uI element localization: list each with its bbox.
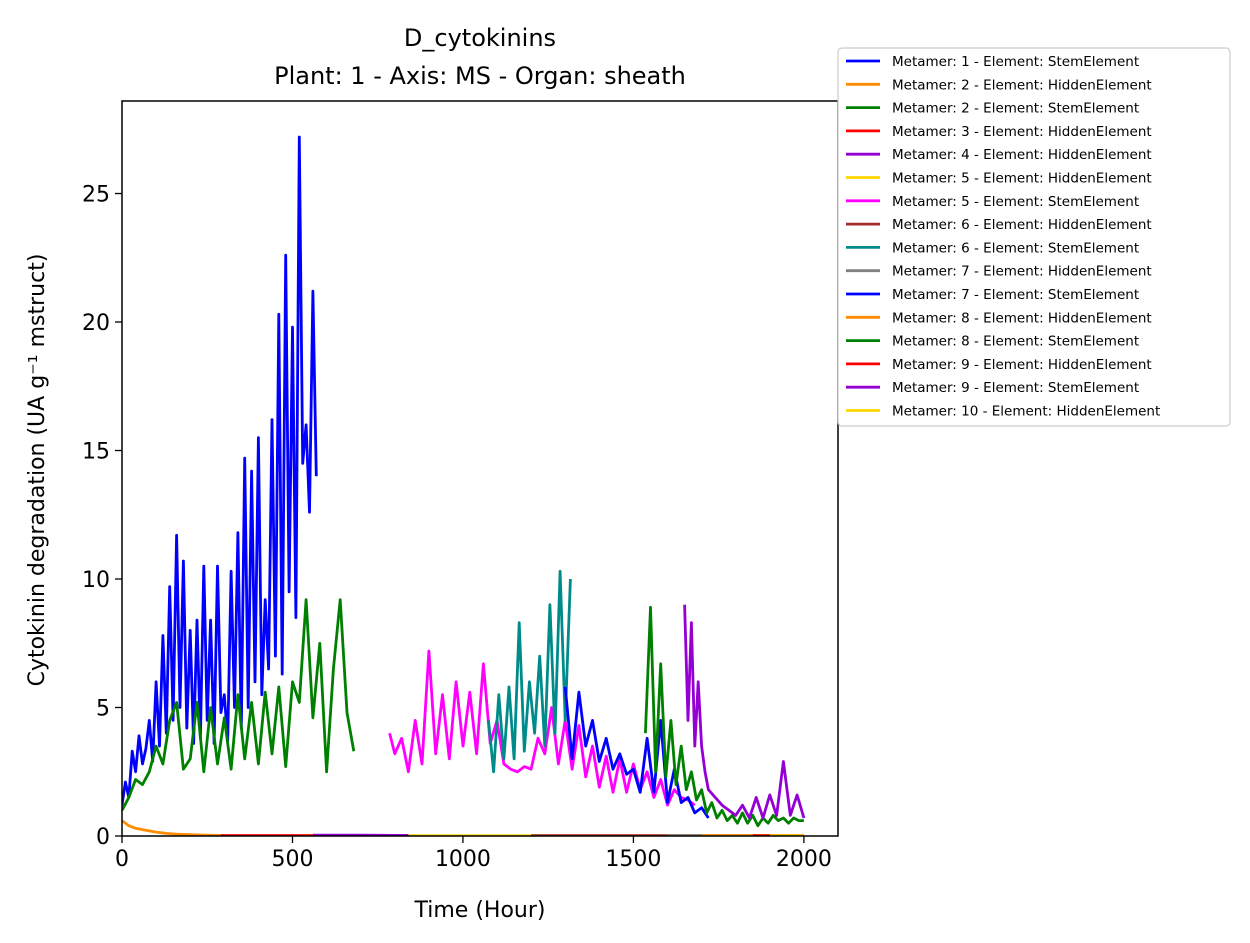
x-tick-label: 1000 (435, 847, 491, 872)
x-tick-label: 0 (115, 847, 129, 872)
legend-label: Metamer: 6 - Element: HiddenElement (892, 217, 1152, 233)
x-tick-label: 2000 (776, 847, 832, 872)
plot-frame (121, 100, 839, 837)
chart-title: D_cytokinins (404, 24, 556, 52)
legend-label: Metamer: 7 - Element: HiddenElement (892, 264, 1152, 280)
x-tick-label: 1500 (605, 847, 661, 872)
chart-subtitle: Plant: 1 - Axis: MS - Organ: sheath (274, 62, 686, 90)
legend-label: Metamer: 5 - Element: StemElement (892, 194, 1139, 210)
legend-label: Metamer: 7 - Element: StemElement (892, 287, 1139, 303)
series-line-15 (683, 604, 806, 820)
legend-label: Metamer: 9 - Element: HiddenElement (892, 357, 1152, 373)
series-line-3 (122, 598, 356, 811)
legend-label: Metamer: 5 - Element: HiddenElement (892, 171, 1152, 187)
legend: Metamer: 1 - Element: StemElement Metamer… (837, 47, 1231, 427)
plot-area (121, 100, 839, 837)
y-tick-label: 15 (82, 440, 110, 465)
legend-items: Metamer: 1 - Element: StemElement Metamer… (846, 54, 1160, 420)
legend-label: Metamer: 8 - Element: StemElement (892, 334, 1139, 350)
y-tick-label: 20 (82, 311, 110, 336)
legend-label: Metamer: 9 - Element: StemElement (892, 380, 1139, 396)
series-line-2 (122, 819, 225, 836)
y-tick-label: 0 (96, 825, 110, 850)
legend-label: Metamer: 1 - Element: StemElement (892, 54, 1139, 70)
series-line-1 (122, 135, 318, 806)
y-axis: 0 5 10 15 20 25 (82, 183, 122, 850)
legend-label: Metamer: 8 - Element: HiddenElement (892, 310, 1152, 326)
y-tick-label: 25 (82, 183, 110, 208)
series-line-7 (388, 649, 696, 807)
legend-label: Metamer: 2 - Element: HiddenElement (892, 77, 1152, 93)
x-tick-label: 500 (271, 847, 313, 872)
legend-label: Metamer: 2 - Element: StemElement (892, 101, 1139, 117)
legend-label: Metamer: 10 - Element: HiddenElement (892, 404, 1160, 420)
legend-label: Metamer: 3 - Element: HiddenElement (892, 124, 1152, 140)
y-tick-label: 5 (96, 697, 110, 722)
y-tick-label: 10 (82, 568, 110, 593)
legend-label: Metamer: 6 - Element: StemElement (892, 240, 1139, 256)
legend-box (837, 47, 1231, 427)
x-axis-label: Time (Hour) (414, 898, 546, 923)
y-axis-label: Cytokinin degradation (UA g⁻¹ mstruct) (25, 254, 50, 687)
series-line-11 (563, 686, 710, 819)
x-axis: 0 500 1000 1500 2000 (115, 836, 832, 872)
legend-label: Metamer: 4 - Element: HiddenElement (892, 147, 1152, 163)
series-line-13 (644, 605, 804, 828)
series-line-9 (487, 569, 572, 774)
